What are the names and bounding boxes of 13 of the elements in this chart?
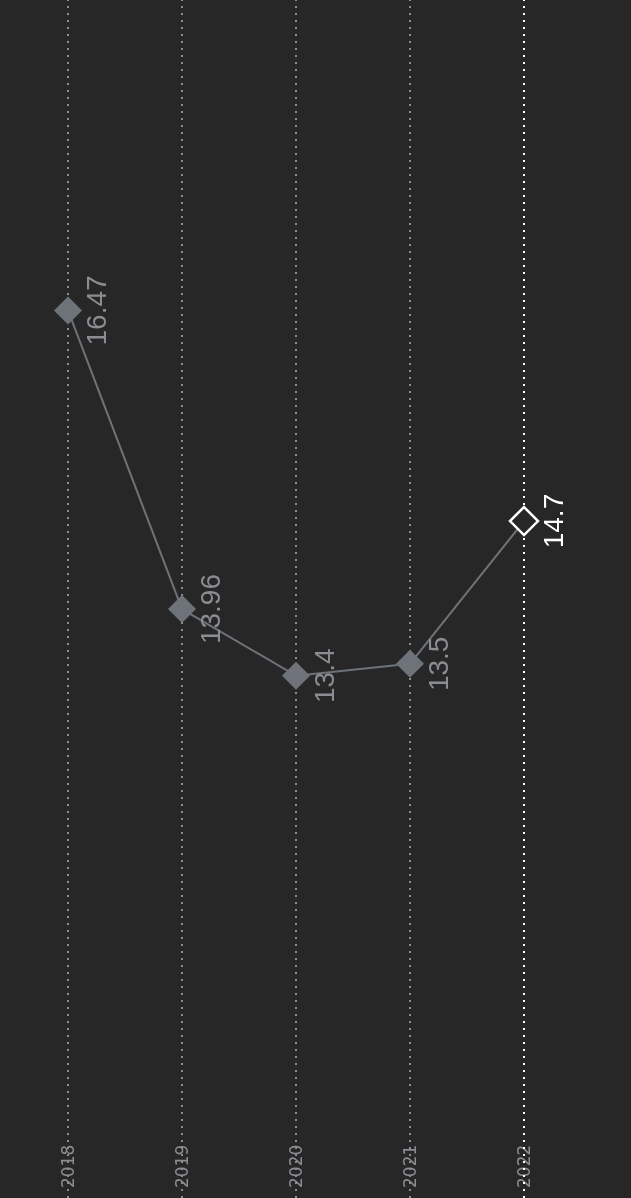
point [282,661,310,690]
x-tick-label: 2018 [58,1144,78,1188]
x-tick-label: 2022 [514,1144,534,1188]
data-label: 14.7 [537,493,569,549]
data-label: 13.4 [308,648,340,703]
x-tick-label: 2021 [400,1144,420,1188]
point [396,649,424,678]
x-tick-label: 2020 [286,1144,306,1188]
data-label: 16.47 [80,275,112,346]
data-label: 13.5 [422,636,454,692]
data-label: 13.96 [194,574,226,645]
point [168,595,196,624]
point [54,296,82,325]
